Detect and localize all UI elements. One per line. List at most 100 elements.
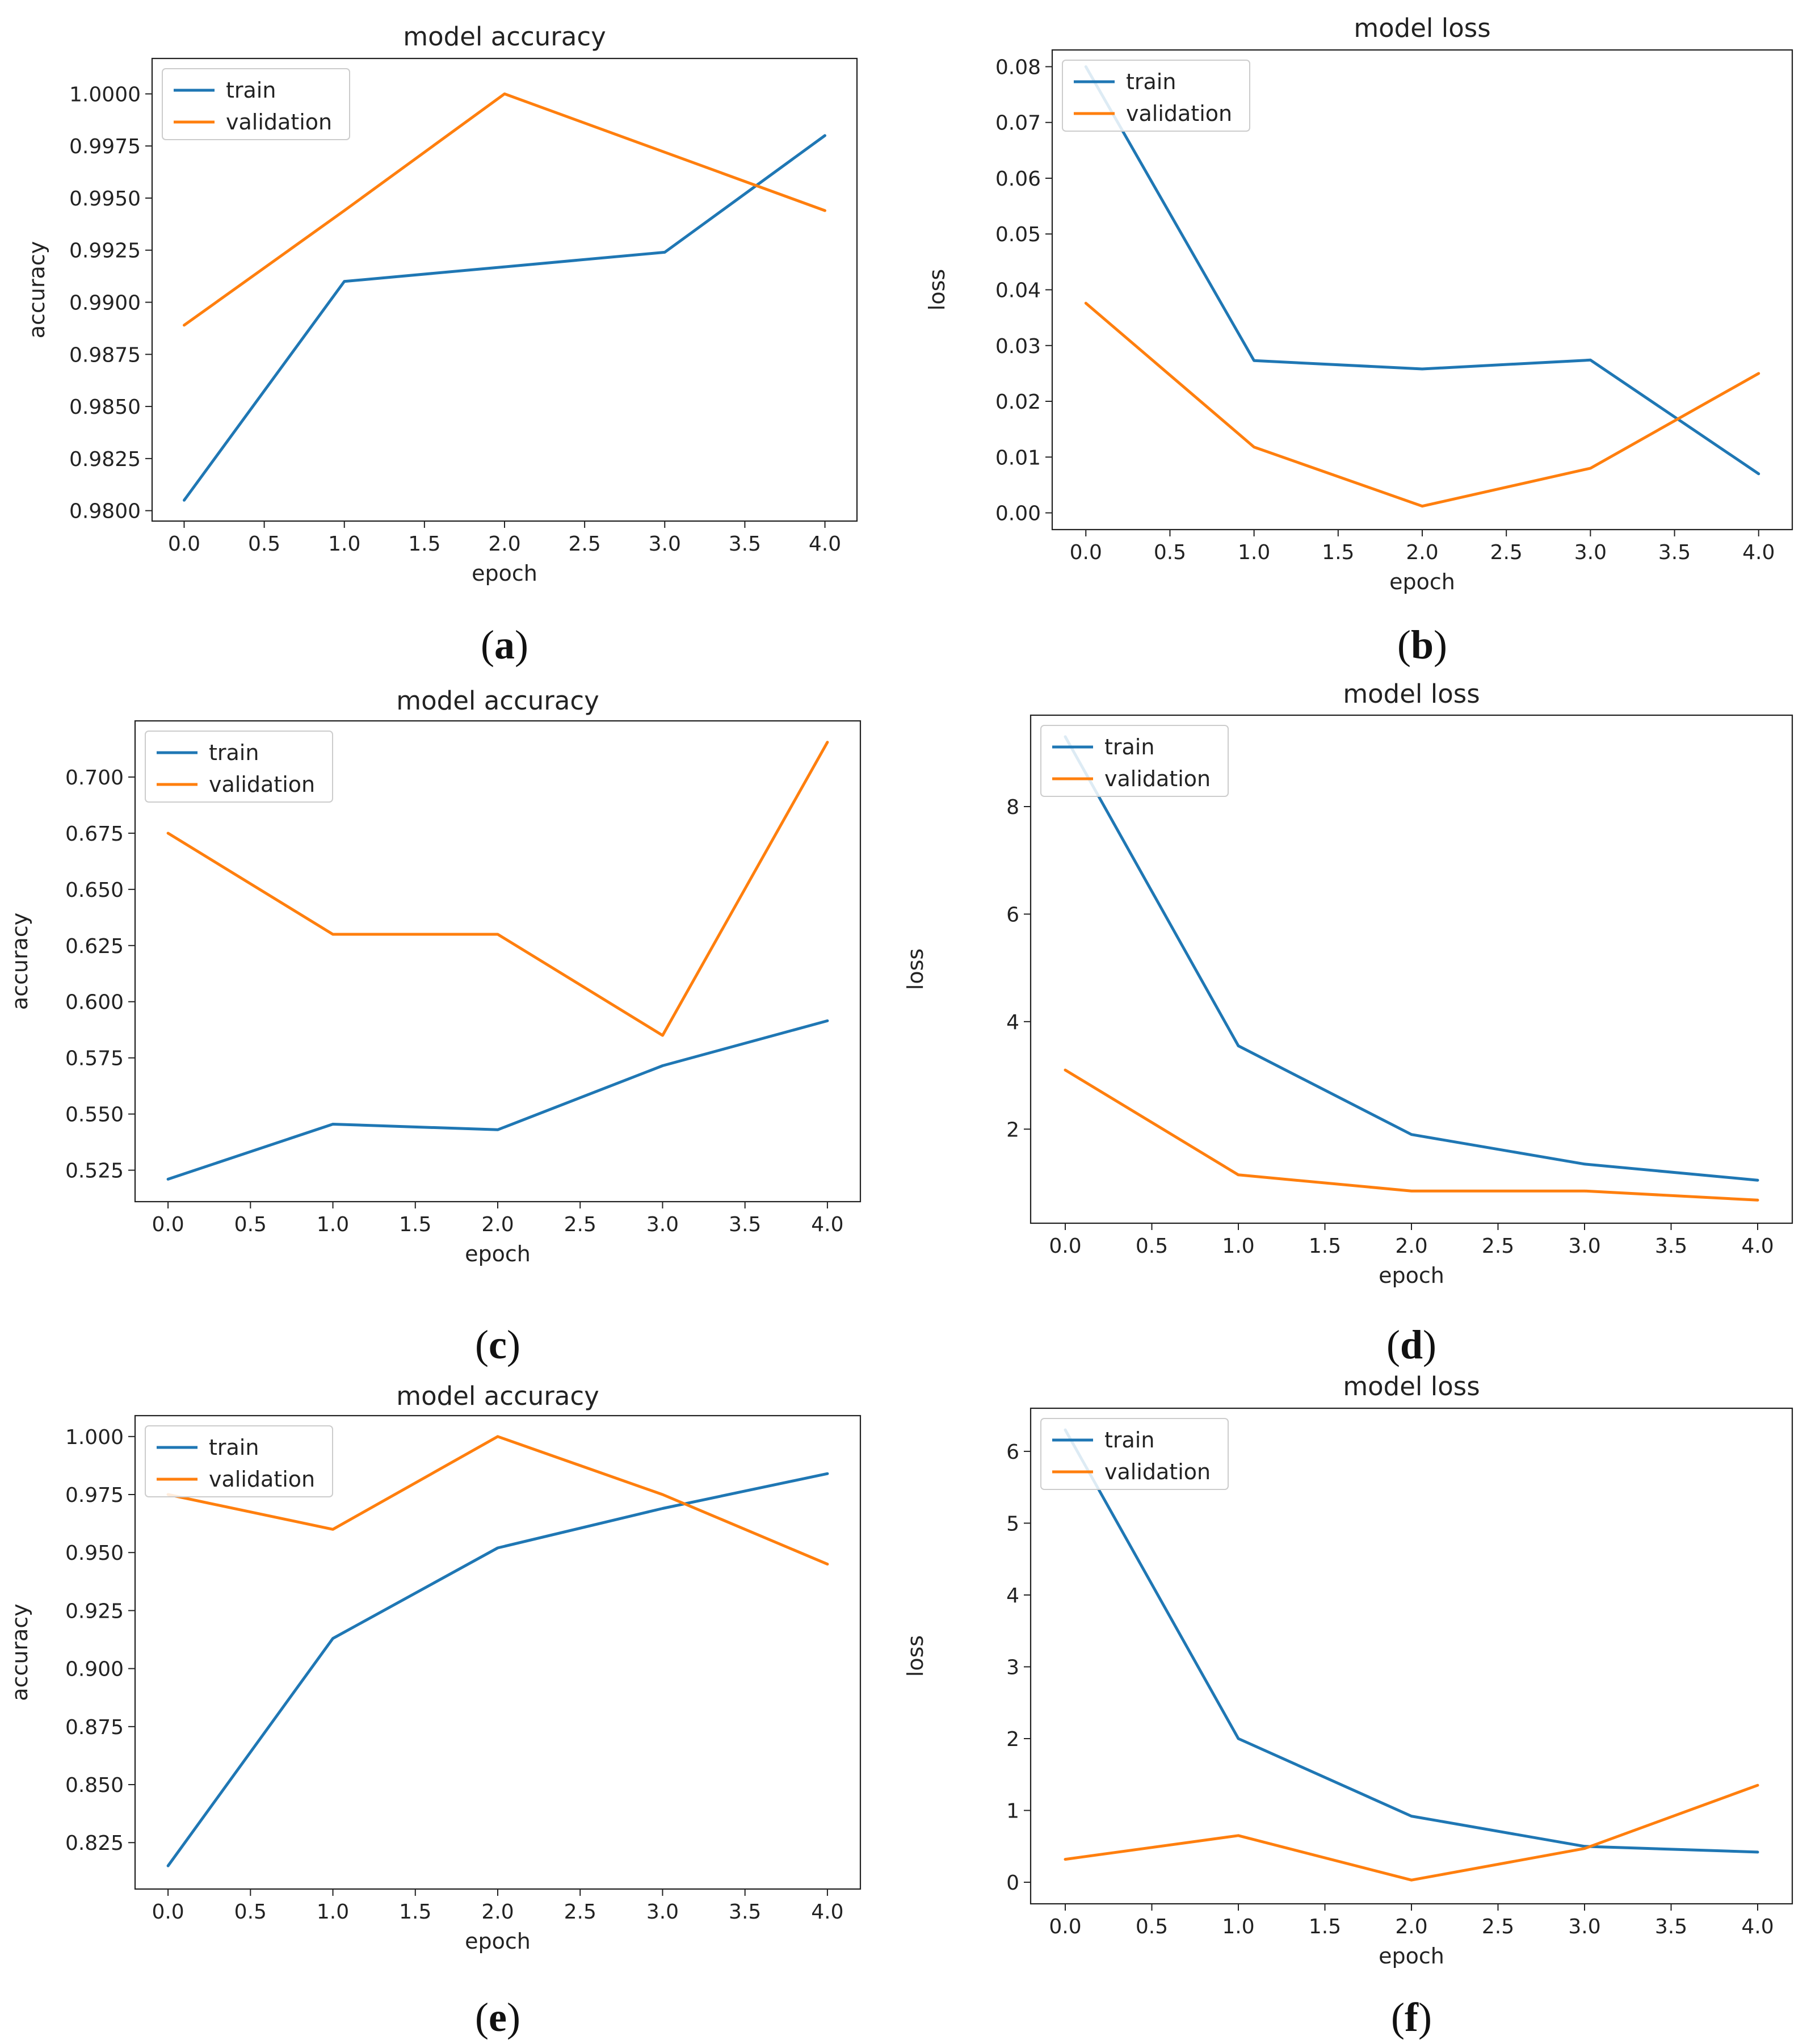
x-tick-label: 1.0 <box>317 1213 349 1236</box>
x-tick-label: 1.5 <box>1309 1915 1341 1938</box>
legend-label-train: train <box>209 1435 259 1460</box>
x-tick-label: 0.5 <box>1136 1915 1168 1938</box>
chart-panel-f: 0.0 0.5 1.0 1.5 2.0 2.5 3.0 3.5 4.0 0 1 2 3 4 5 6 model … <box>903 1371 1793 2040</box>
y-axis-label: loss <box>903 948 928 990</box>
panel-caption: (f) <box>1391 1995 1432 2040</box>
chart-title: model accuracy <box>396 686 599 716</box>
x-tick-label: 1.5 <box>399 1900 431 1924</box>
x-tick-label: 4.0 <box>1742 541 1775 564</box>
y-tick-label: 8 <box>1006 796 1019 819</box>
x-tick-label: 2.5 <box>569 532 601 556</box>
series-group <box>166 741 829 1181</box>
caption-open-paren: ( <box>1386 1322 1400 1367</box>
chart-panel-b: 0.0 0.5 1.0 1.5 2.0 2.5 3.0 3.5 4.0 0.00 0.01 0.02 0… <box>925 13 1793 668</box>
caption-close-paren: ) <box>1434 622 1447 668</box>
x-tick-label: 1.5 <box>408 532 440 556</box>
y-tick-label: 0.825 <box>65 1832 124 1855</box>
y-tick-label: 0.525 <box>65 1160 124 1183</box>
caption-close-paren: ) <box>515 622 528 668</box>
caption-open-paren: ( <box>481 622 494 668</box>
y-tick-label: 0.625 <box>65 935 124 958</box>
series-line-train <box>166 1019 829 1181</box>
x-tick-label: 2.5 <box>564 1213 596 1236</box>
x-axis-label: epoch <box>1379 1263 1444 1288</box>
x-tick-label: 2.0 <box>481 1213 514 1236</box>
x-tick-label: 2.5 <box>1490 541 1523 564</box>
y-tick-label: 0.975 <box>65 1484 124 1507</box>
y-tick-label: 0.850 <box>65 1774 124 1797</box>
x-axis-label: epoch <box>465 1241 531 1266</box>
legend-label-validation: validation <box>1126 101 1232 126</box>
series-line-validation <box>166 1435 829 1566</box>
caption-letter: f <box>1405 1995 1419 2040</box>
legend: train validation <box>1062 60 1250 132</box>
x-tick-label: 2.0 <box>1395 1235 1427 1258</box>
series-line-train <box>166 1472 829 1867</box>
legend: train validation <box>162 68 350 140</box>
x-axis-label: epoch <box>1379 1944 1444 1969</box>
series-group <box>166 1435 829 1867</box>
legend-label-train: train <box>1126 69 1176 94</box>
legend-label-validation: validation <box>209 1467 315 1492</box>
y-tick-label: 0.07 <box>995 112 1041 135</box>
caption-open-paren: ( <box>1397 622 1411 668</box>
x-tick-label: 4.0 <box>1741 1915 1774 1938</box>
y-tick-label: 0.9900 <box>69 292 141 315</box>
y-tick-label: 0.08 <box>995 56 1041 79</box>
x-tick-label: 1.0 <box>1222 1235 1254 1258</box>
caption-open-paren: ( <box>475 1995 489 2040</box>
y-tick-label: 4 <box>1006 1011 1019 1034</box>
y-tick-label: 1.0000 <box>69 83 141 106</box>
y-tick-label: 0.02 <box>995 391 1041 414</box>
x-tick-label: 1.0 <box>1222 1915 1254 1938</box>
x-tick-label: 0.0 <box>152 1213 184 1236</box>
x-tick-label: 3.0 <box>646 1900 679 1924</box>
y-tick-label: 0.06 <box>995 167 1041 191</box>
y-tick-label: 0.675 <box>65 822 124 846</box>
x-tick-label: 0.5 <box>1154 541 1186 564</box>
x-tick-label: 3.5 <box>729 1213 761 1236</box>
y-tick-label: 6 <box>1006 903 1019 926</box>
y-tick-label: 0.575 <box>65 1047 124 1071</box>
caption-close-paren: ) <box>1418 1995 1432 2040</box>
legend-label-train: train <box>1104 735 1154 759</box>
x-tick-label: 1.5 <box>1322 541 1354 564</box>
legend: train validation <box>145 1425 333 1497</box>
y-tick-label: 0.04 <box>995 279 1041 303</box>
y-tick-label: 0.9950 <box>69 187 141 211</box>
y-tick-label: 0.700 <box>65 766 124 790</box>
y-axis-label: loss <box>903 1635 928 1677</box>
x-tick-label: 2.0 <box>1395 1915 1427 1938</box>
x-tick-label: 3.0 <box>649 532 681 556</box>
series-line-validation <box>1064 1783 1759 1882</box>
series-group <box>183 92 826 502</box>
series-group <box>1064 735 1759 1202</box>
legend-label-validation: validation <box>226 110 332 135</box>
y-axis-label: loss <box>925 269 949 310</box>
chart-panel-e: 0.0 0.5 1.0 1.5 2.0 2.5 3.0 3.5 4.0 0.825 0.850 0.8… <box>7 1381 862 2040</box>
x-tick-label: 0.0 <box>1049 1235 1081 1258</box>
y-tick-label: 0.9825 <box>69 448 141 471</box>
series-line-train <box>1064 735 1759 1182</box>
x-tick-label: 2.0 <box>488 532 520 556</box>
panel-caption: (d) <box>1386 1322 1436 1367</box>
caption-letter: d <box>1400 1322 1423 1367</box>
x-tick-label: 2.5 <box>1482 1235 1514 1258</box>
y-axis-label: accuracy <box>7 913 32 1010</box>
legend: train validation <box>1040 1418 1229 1490</box>
y-tick-label: 0.9875 <box>69 343 141 367</box>
x-tick-label: 0.5 <box>234 1900 267 1924</box>
y-axis-label: accuracy <box>24 241 49 338</box>
chart-title: model accuracy <box>403 22 606 52</box>
panel-caption: (b) <box>1397 622 1447 668</box>
x-tick-label: 2.0 <box>1406 541 1438 564</box>
x-tick-label: 0.0 <box>1070 541 1102 564</box>
y-tick-label: 0.00 <box>995 502 1041 526</box>
x-tick-label: 0.0 <box>1049 1915 1081 1938</box>
x-tick-label: 0.5 <box>248 532 280 556</box>
chart-panel-c: 0.0 0.5 1.0 1.5 2.0 2.5 3.0 3.5 4.0 0.525 0.550 0.5… <box>7 686 862 1367</box>
x-axis-label: epoch <box>472 561 537 586</box>
x-tick-label: 2.5 <box>1482 1915 1514 1938</box>
y-tick-label: 5 <box>1006 1512 1019 1535</box>
x-tick-label: 4.0 <box>1741 1235 1774 1258</box>
